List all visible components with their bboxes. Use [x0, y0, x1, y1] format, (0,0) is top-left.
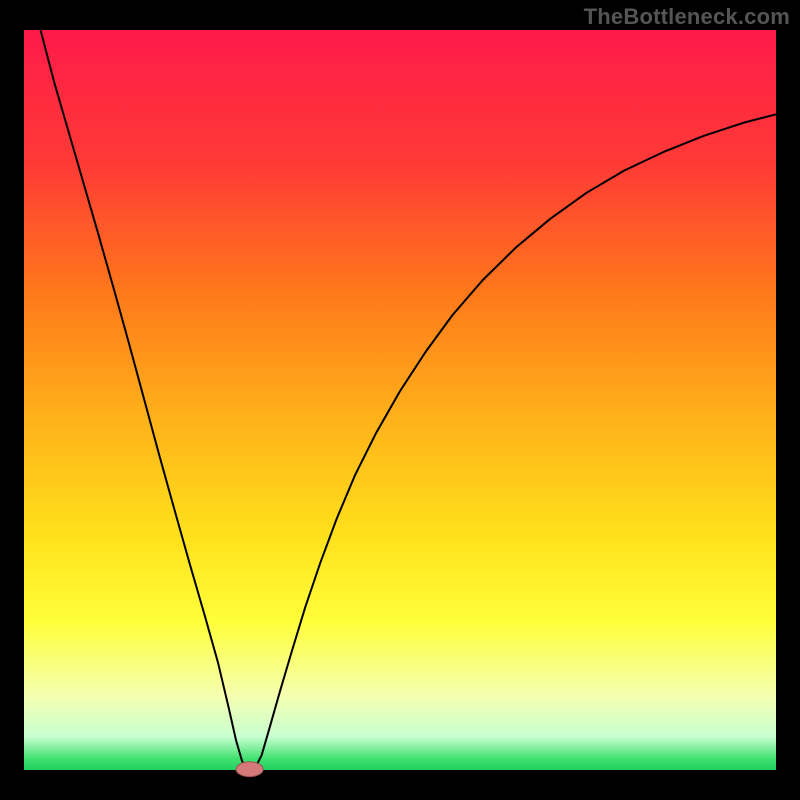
chart-container: TheBottleneck.com — [0, 0, 800, 800]
optimal-marker — [236, 762, 263, 777]
plot-area — [24, 30, 776, 770]
watermark-text: TheBottleneck.com — [584, 4, 790, 30]
bottleneck-chart — [0, 0, 800, 800]
